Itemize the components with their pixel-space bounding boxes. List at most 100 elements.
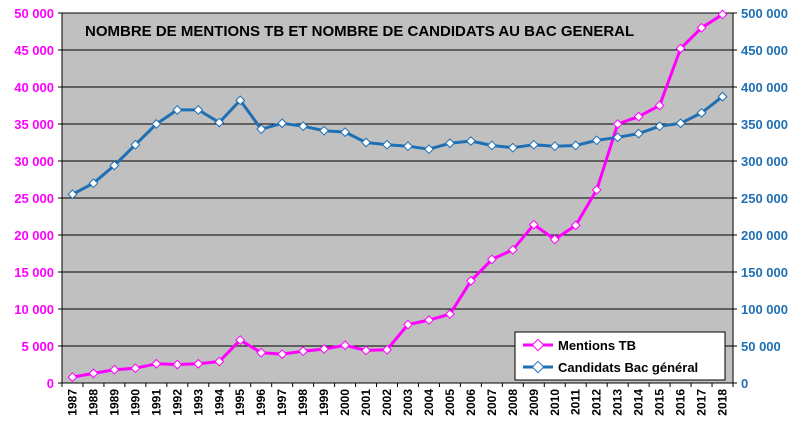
right-tick-label: 350 000 [741, 117, 788, 132]
left-tick-label: 25 000 [14, 191, 54, 206]
left-tick-label: 5 000 [21, 339, 54, 354]
x-tick-label: 2008 [506, 389, 520, 416]
x-tick-label: 2011 [569, 389, 583, 415]
series-0-point [172, 359, 183, 370]
legend-label-mentions: Mentions TB [558, 338, 636, 353]
left-axis: 0 5 000 10 000 15 000 20 000 25 000 30 000 35 0… [14, 6, 62, 391]
x-tick-label: 1987 [65, 389, 79, 416]
series-1-point [319, 125, 330, 136]
series-0-point [88, 368, 99, 379]
right-tick-label: 50 000 [741, 339, 781, 354]
series-1-point [403, 141, 413, 152]
series-0-point [507, 244, 518, 255]
left-tick-label: 30 000 [14, 154, 54, 169]
series-0-point [465, 275, 476, 286]
series-0-point [717, 9, 728, 20]
series-1-point [591, 135, 602, 146]
series-1-point [633, 128, 644, 139]
series-1-point [214, 117, 225, 128]
x-tick-label: 1999 [317, 389, 331, 416]
series-1-point [172, 104, 183, 115]
series-0-point [193, 358, 204, 369]
series-0-point [235, 335, 246, 346]
series-1-point [298, 121, 309, 132]
legend-box [514, 331, 726, 381]
left-tick-label: 35 000 [14, 117, 54, 132]
x-tick-label: 1994 [212, 389, 226, 416]
series-1-point [256, 124, 267, 135]
x-tick-label: 2015 [653, 389, 667, 416]
series-0-point [612, 119, 623, 129]
series-1-point [193, 104, 204, 115]
x-tick-label: 2013 [611, 389, 625, 416]
series-0-point [340, 340, 351, 351]
series-0-point [361, 345, 371, 356]
legend-label-candidats: Candidats Bac général [558, 360, 698, 375]
series-1-point [361, 137, 371, 148]
series-0-point [528, 219, 539, 230]
series-0-point [277, 349, 288, 360]
left-tick-label: 45 000 [14, 43, 54, 58]
right-tick-label: 450 000 [741, 43, 788, 58]
series-1-point [151, 119, 162, 129]
series-1-point [549, 141, 560, 152]
series-0-point [654, 100, 665, 111]
x-tick-label: 2000 [338, 389, 352, 416]
x-tick-label: 2004 [422, 389, 436, 416]
series-0-point [549, 234, 560, 245]
series-0-point [570, 220, 581, 231]
right-tick-label: 300 000 [741, 154, 788, 169]
series-1-point [570, 140, 581, 151]
x-tick-label: 1993 [191, 389, 205, 416]
series-0-point [382, 344, 392, 355]
x-tick-label: 1992 [170, 389, 184, 416]
series-0-point [67, 372, 78, 383]
right-tick-label: 500 000 [741, 6, 788, 21]
series-layer [67, 9, 728, 383]
series-0-point [486, 254, 497, 265]
series-1-point [340, 127, 351, 138]
series-1-point [109, 160, 120, 171]
series-0-point [696, 22, 707, 33]
series-1-point [130, 139, 141, 150]
series-1-point [486, 140, 497, 151]
series-1-point [277, 118, 288, 129]
series-0-point [298, 346, 309, 357]
series-0-point [256, 347, 267, 358]
x-tick-label: 2002 [380, 389, 394, 416]
series-1-point [675, 118, 686, 129]
series-0-point [675, 43, 686, 54]
series-0-point [591, 184, 602, 195]
x-tick-label: 2010 [548, 389, 562, 416]
series-0-point [214, 356, 225, 367]
left-tick-label: 10 000 [14, 302, 54, 317]
series-1-point [382, 139, 392, 150]
x-tick-label: 2009 [527, 389, 541, 416]
series-0-point [633, 111, 644, 122]
series-1-point [444, 138, 455, 149]
legend: Mentions TB Candidats Bac général [514, 331, 726, 381]
series-1-point [612, 132, 623, 143]
series-0-point [109, 364, 120, 375]
x-tick-label: 2001 [359, 389, 373, 416]
left-tick-label: 20 000 [14, 228, 54, 243]
x-tick-label: 1996 [254, 389, 268, 416]
series-0-point [403, 319, 413, 330]
x-tick-label: 2006 [464, 389, 478, 416]
x-tick-label: 1990 [128, 389, 142, 416]
left-tick-label: 50 000 [14, 6, 54, 21]
legend-marker-mentions [531, 338, 545, 352]
series-1-point [235, 95, 246, 106]
left-tick-label: 15 000 [14, 265, 54, 280]
chart-title: NOMBRE DE MENTIONS TB ET NOMBRE DE CANDI… [85, 23, 634, 40]
series-1-point [696, 107, 707, 118]
series-1-point [88, 178, 99, 189]
right-tick-label: 250 000 [741, 191, 788, 206]
right-axis: 0 50 000 100 000 150 000 200 000 250 000 300 0… [733, 6, 788, 391]
x-tick-label: 2003 [401, 389, 415, 416]
x-tick-label: 2005 [443, 389, 457, 416]
x-tick-label: 1995 [233, 389, 247, 416]
x-tick-label: 1998 [296, 389, 310, 416]
x-tick-label: 2016 [674, 389, 688, 416]
